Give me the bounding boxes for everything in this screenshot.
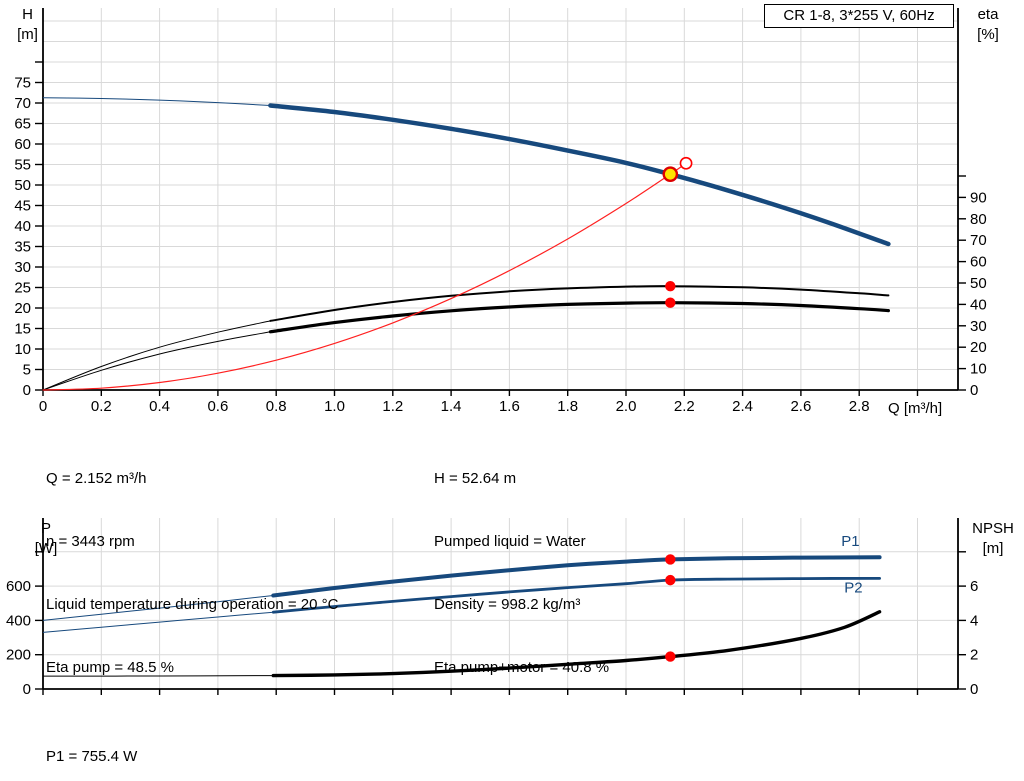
duty-info-column-2: H = 52.64 m Pumped liquid = Water Densit… (434, 426, 609, 720)
x-tick-label: 0.8 (266, 398, 287, 415)
p1-curve-lead-in (42, 595, 274, 621)
left-tick-label: 45 (14, 198, 31, 215)
left-tick-label: 20 (14, 300, 31, 317)
right-tick-label: 6 (970, 578, 978, 595)
p2-curve (271, 577, 881, 614)
p2-dot (665, 574, 676, 586)
eta-pump-curve (269, 285, 890, 322)
pump-model-title-box: CR 1-8, 3*255 V, 60Hz (764, 4, 954, 28)
left-tick-label: 10 (14, 341, 31, 358)
requested-duty-marker (679, 156, 693, 170)
left-tick-label: 200 (6, 647, 31, 664)
npsh-curve-lead-in (42, 675, 274, 677)
x-tick-label: 0.4 (149, 398, 170, 415)
left-tick-label: 40 (14, 218, 31, 235)
info-head: H = 52.64 m (434, 470, 517, 487)
npsh-dot (665, 651, 676, 662)
p1-dot (665, 554, 676, 565)
eta-pump-curve-lead-in (42, 320, 271, 391)
left-tick-label: 0 (23, 382, 31, 399)
right-tick-label: 40 (970, 296, 987, 313)
right-tick-label: 10 (970, 361, 987, 378)
power-info-block: P1 = 755.4 W P2 = 634.9 W NPSH = 1.89 m (46, 704, 151, 781)
x-tick-label: 2.0 (616, 398, 637, 415)
system-duty-curve (42, 162, 687, 391)
eta-pump-dot (665, 281, 676, 292)
left-tick-label: 15 (14, 321, 31, 338)
info-liquid-temp: Liquid temperature during operation = 20… (46, 596, 339, 613)
left-tick-label: 5 (23, 362, 31, 379)
eta-pump-motor-dot (665, 297, 676, 308)
x-tick-label: 2.6 (790, 398, 811, 415)
right-tick-label: 90 (970, 189, 987, 206)
left-tick-label: 70 (14, 95, 31, 112)
x-tick-label: 2.8 (849, 398, 870, 415)
x-tick-label: 0 (39, 398, 47, 415)
info-speed: n = 3443 rpm (46, 533, 135, 550)
right-tick-label: 2 (970, 647, 978, 664)
x-tick-label: 1.8 (557, 398, 578, 415)
left-tick-label: 35 (14, 239, 31, 256)
npsh-curve (271, 610, 882, 678)
p2-curve-label: P2 (844, 580, 862, 597)
info-density: Density = 998.2 kg/m³ (434, 596, 581, 613)
left-tick-label: 65 (14, 116, 31, 133)
right-tick-label: 20 (970, 339, 987, 356)
left-tick-label: 600 (6, 578, 31, 595)
x-tick-label: 2.4 (732, 398, 753, 415)
p-axis-label: P [W] (34, 520, 58, 557)
left-tick-label: 55 (14, 157, 31, 174)
p1-curve-label: P1 (841, 533, 859, 550)
x-tick-label: 2.2 (674, 398, 695, 415)
right-tick-label: 0 (970, 681, 978, 698)
x-tick-label: 1.6 (499, 398, 520, 415)
right-tick-label: 70 (970, 232, 987, 249)
info-pumped-liquid: Pumped liquid = Water (434, 533, 586, 550)
h-axis-label: H [m] (17, 6, 38, 43)
eta-pump-motor-curve-lead-in (42, 331, 271, 391)
info-eta-pump: Eta pump = 48.5 % (46, 659, 174, 676)
right-tick-label: 4 (970, 612, 978, 629)
eta-pump-motor-curve (268, 301, 890, 334)
pump-curve-QH-lead-in (42, 97, 271, 106)
x-tick-label: 0.2 (91, 398, 112, 415)
right-tick-label: 80 (970, 211, 987, 228)
x-tick-label: 1.2 (382, 398, 403, 415)
left-tick-label: 75 (14, 75, 31, 92)
right-tick-label: 0 (970, 382, 978, 399)
duty-point-marker[interactable] (662, 166, 679, 182)
left-tick-label: 400 (6, 612, 31, 629)
left-tick-label: 30 (14, 259, 31, 276)
x-tick-label: 1.4 (441, 398, 462, 415)
duty-info-column-1: Q = 2.152 m³/h n = 3443 rpm Liquid tempe… (46, 426, 338, 720)
p1-curve (271, 555, 882, 598)
right-tick-label: 60 (970, 254, 987, 271)
right-tick-label: 30 (970, 318, 987, 335)
left-tick-label: 50 (14, 177, 31, 194)
right-tick-label: 50 (970, 275, 987, 292)
pump-curve-QH (268, 103, 891, 247)
npsh-axis-label: NPSH [m] (972, 520, 1014, 557)
x-tick-label: 0.6 (207, 398, 228, 415)
info-flow: Q = 2.152 m³/h (46, 470, 147, 487)
q-axis-label: Q [m³/h] (888, 400, 943, 417)
info-eta-pump-motor: Eta pump+motor = 40.8 % (434, 659, 610, 676)
x-tick-label: 1.0 (324, 398, 345, 415)
left-tick-label: 60 (14, 136, 31, 153)
left-tick-label: 0 (23, 681, 31, 698)
info-p1: P1 = 755.4 W (46, 748, 138, 765)
eta-axis-label: eta [%] (977, 6, 999, 43)
p2-curve-lead-in (42, 611, 274, 633)
left-tick-label: 25 (14, 280, 31, 297)
